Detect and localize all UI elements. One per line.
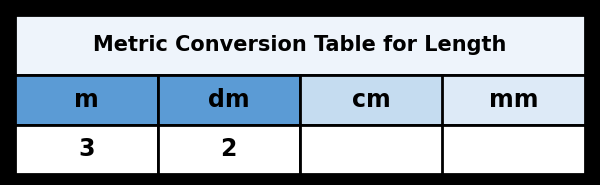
Bar (300, 125, 443, 174)
Text: Metric Conversion Table for Length: Metric Conversion Table for Length (94, 35, 506, 55)
Bar (442, 75, 585, 125)
Bar (15, 75, 157, 125)
Text: dm: dm (208, 88, 250, 112)
Text: mm: mm (489, 88, 539, 112)
Bar (15, 125, 157, 174)
Bar (300, 75, 443, 125)
Bar (157, 125, 300, 174)
Bar (442, 125, 585, 174)
Text: 2: 2 (221, 137, 237, 161)
Bar (15, 15, 585, 75)
Text: 3: 3 (78, 137, 95, 161)
Text: cm: cm (352, 88, 391, 112)
Bar (157, 75, 300, 125)
Text: m: m (74, 88, 98, 112)
